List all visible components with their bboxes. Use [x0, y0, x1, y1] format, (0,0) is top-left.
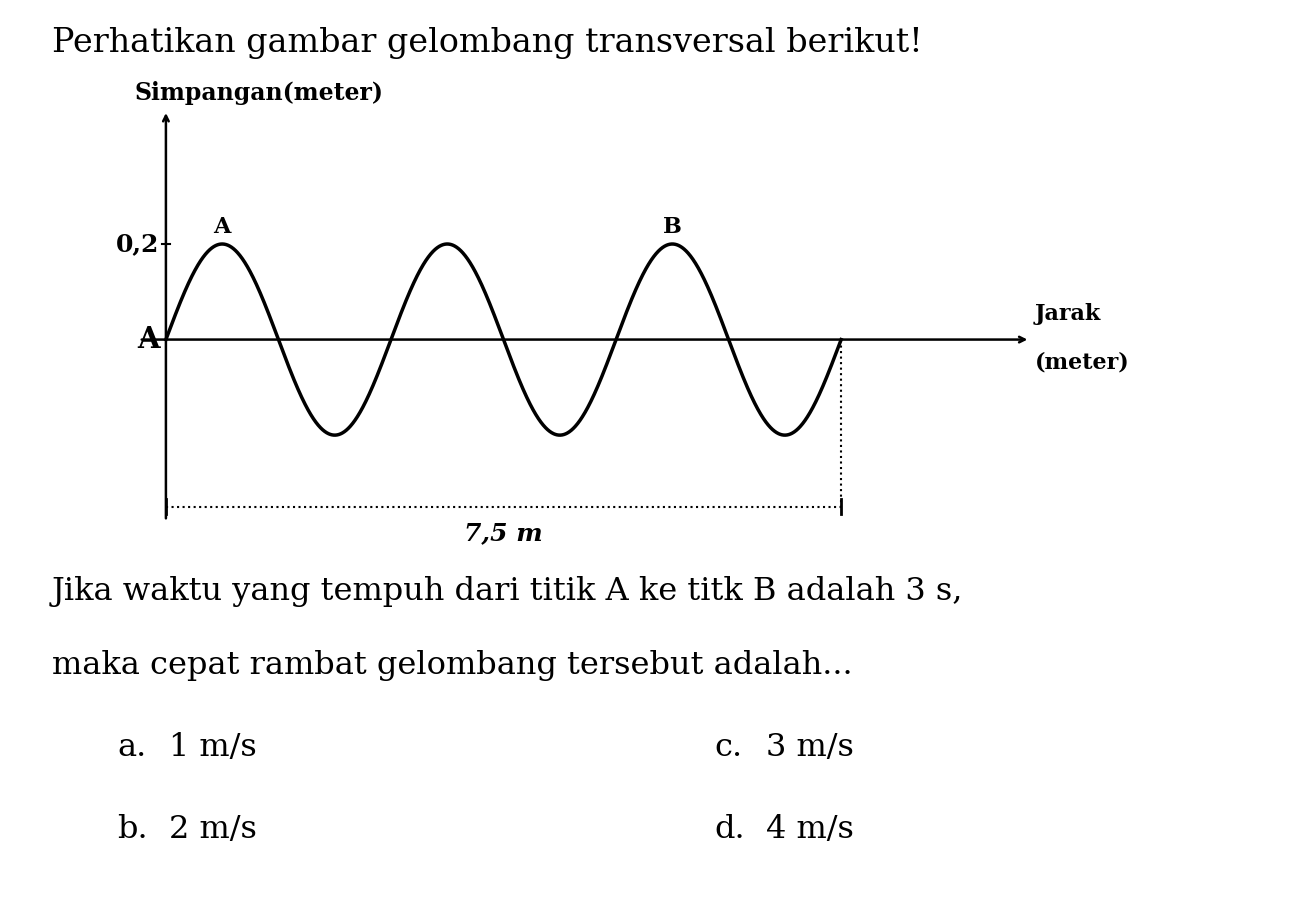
Text: Jika waktu yang tempuh dari titik A ke titk B adalah 3 s,: Jika waktu yang tempuh dari titik A ke t… [52, 576, 964, 608]
Text: b.: b. [117, 814, 148, 845]
Text: B: B [662, 216, 682, 238]
Text: (meter): (meter) [1035, 351, 1129, 373]
Text: 7,5 m: 7,5 m [464, 522, 543, 545]
Text: d.: d. [714, 814, 746, 845]
Text: c.: c. [714, 732, 743, 763]
Text: Simpangan(meter): Simpangan(meter) [134, 81, 383, 105]
Text: 3 m/s: 3 m/s [766, 732, 855, 763]
Text: 4 m/s: 4 m/s [766, 814, 855, 845]
Text: Perhatikan gambar gelombang transversal berikut!: Perhatikan gambar gelombang transversal … [52, 27, 922, 59]
Text: 2 m/s: 2 m/s [169, 814, 257, 845]
Text: A: A [136, 325, 160, 354]
Text: maka cepat rambat gelombang tersebut adalah...: maka cepat rambat gelombang tersebut ada… [52, 650, 852, 681]
Text: 0,2: 0,2 [116, 232, 160, 256]
Text: a.: a. [117, 732, 147, 763]
Text: 1 m/s: 1 m/s [169, 732, 257, 763]
Text: A: A [213, 216, 231, 238]
Text: Jarak: Jarak [1035, 303, 1102, 325]
